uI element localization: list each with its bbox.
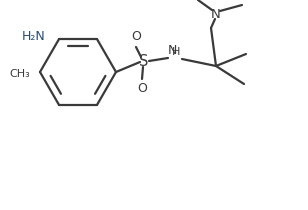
Text: O: O — [137, 81, 147, 94]
Text: O: O — [131, 30, 141, 43]
Text: H₂N: H₂N — [21, 30, 45, 43]
Text: S: S — [139, 55, 149, 70]
Text: N: N — [167, 44, 177, 57]
Text: N: N — [211, 8, 221, 21]
Text: H: H — [172, 47, 180, 57]
Text: CH₃: CH₃ — [9, 69, 30, 79]
